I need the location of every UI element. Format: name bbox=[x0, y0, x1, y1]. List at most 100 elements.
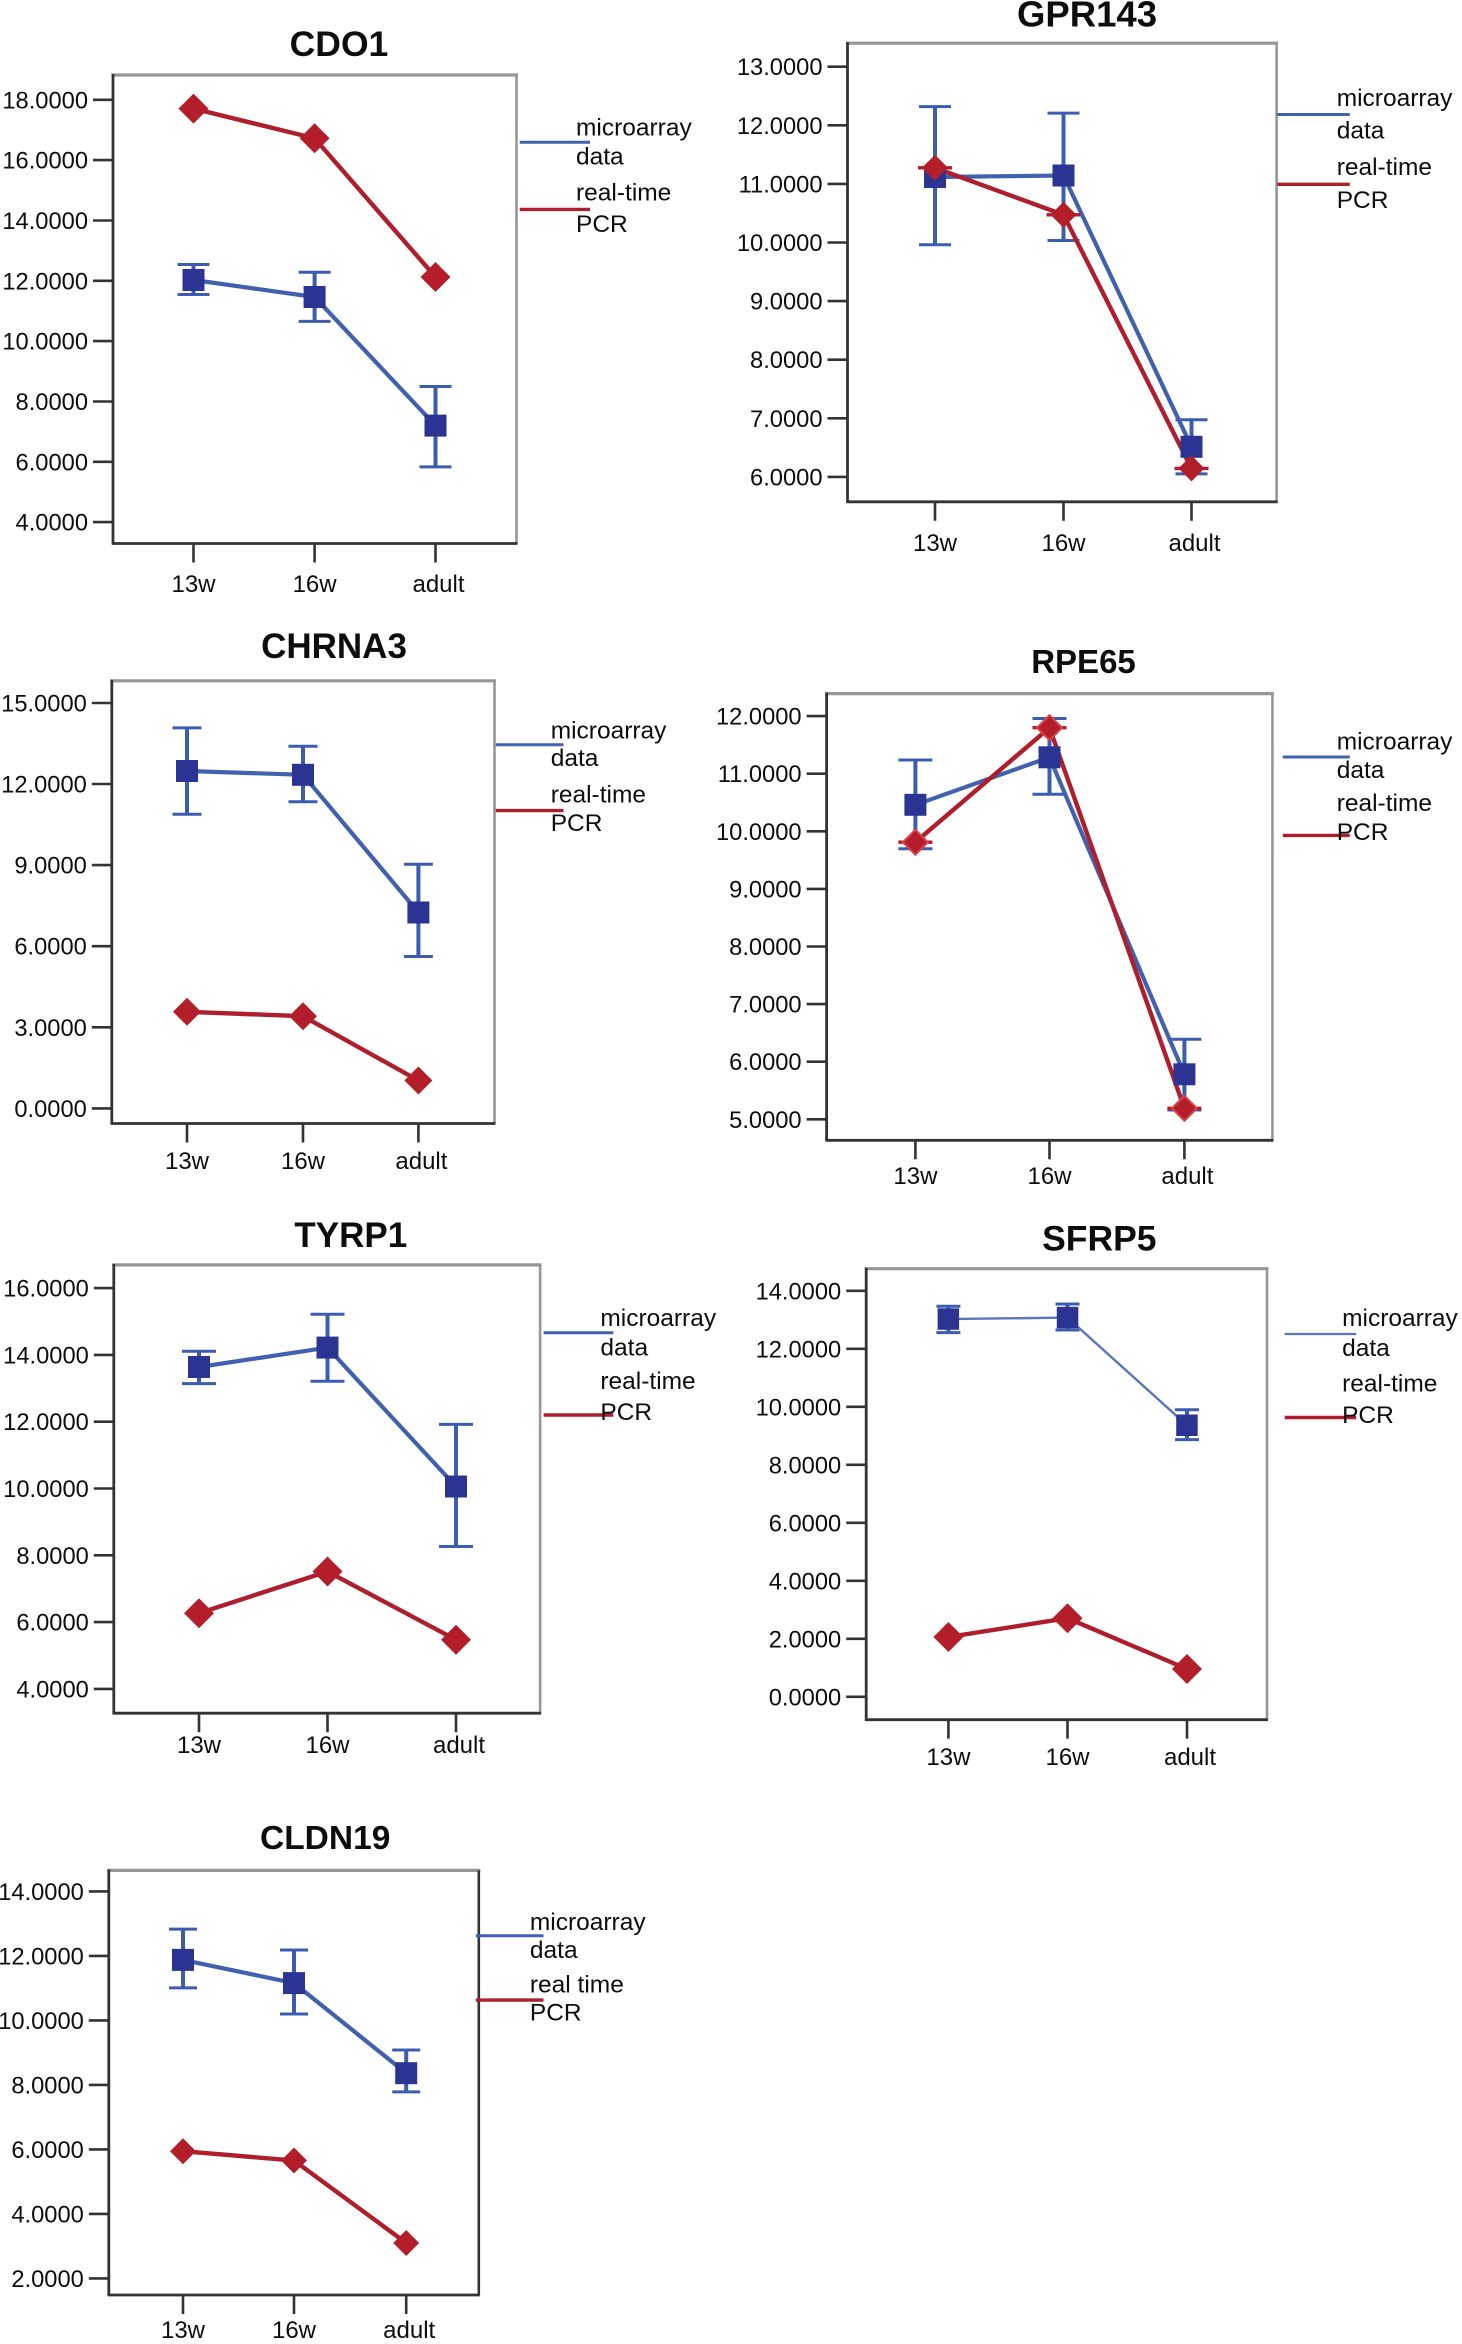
svg-text:14.0000: 14.0000 bbox=[3, 1343, 89, 1369]
svg-text:PCR: PCR bbox=[600, 1399, 652, 1426]
svg-text:real-time: real-time bbox=[551, 781, 646, 808]
svg-text:16w: 16w bbox=[1027, 1163, 1072, 1190]
svg-text:data: data bbox=[551, 745, 599, 772]
svg-text:9.0000: 9.0000 bbox=[750, 290, 822, 316]
svg-text:12.0000: 12.0000 bbox=[0, 1944, 84, 1970]
svg-text:PCR: PCR bbox=[1342, 1402, 1394, 1429]
svg-text:microarray: microarray bbox=[1342, 1305, 1458, 1332]
svg-text:13w: 13w bbox=[161, 2317, 206, 2344]
svg-text:real-time: real-time bbox=[576, 180, 671, 207]
svg-text:data: data bbox=[1337, 757, 1385, 784]
svg-text:adult: adult bbox=[433, 1732, 485, 1759]
svg-text:14.0000: 14.0000 bbox=[0, 1880, 84, 1906]
svg-text:11.0000: 11.0000 bbox=[739, 172, 823, 198]
svg-text:16.0000: 16.0000 bbox=[3, 1277, 89, 1303]
svg-text:PCR: PCR bbox=[1337, 187, 1389, 214]
svg-text:real-time: real-time bbox=[600, 1368, 695, 1395]
svg-text:data: data bbox=[600, 1334, 648, 1361]
svg-text:13w: 13w bbox=[177, 1732, 222, 1759]
svg-text:6.0000: 6.0000 bbox=[769, 1511, 841, 1537]
svg-text:8.0000: 8.0000 bbox=[16, 1544, 88, 1570]
svg-text:5.0000: 5.0000 bbox=[729, 1108, 801, 1134]
svg-text:real-time: real-time bbox=[1337, 154, 1432, 181]
svg-text:4.0000: 4.0000 bbox=[11, 2202, 83, 2228]
svg-text:8.0000: 8.0000 bbox=[16, 390, 88, 416]
svg-text:10.0000: 10.0000 bbox=[0, 2009, 84, 2035]
svg-text:6.0000: 6.0000 bbox=[16, 450, 88, 476]
svg-text:real-time: real-time bbox=[1337, 790, 1432, 817]
svg-text:6.0000: 6.0000 bbox=[11, 2138, 83, 2164]
svg-text:0.0000: 0.0000 bbox=[14, 1097, 86, 1123]
svg-text:4.0000: 4.0000 bbox=[16, 1677, 88, 1703]
svg-text:16w: 16w bbox=[281, 1148, 326, 1175]
svg-text:data: data bbox=[1342, 1335, 1390, 1362]
svg-text:CDO1: CDO1 bbox=[290, 24, 389, 64]
svg-text:16w: 16w bbox=[272, 2317, 317, 2344]
svg-text:data: data bbox=[576, 143, 624, 170]
svg-text:microarray: microarray bbox=[600, 1305, 716, 1332]
svg-text:adult: adult bbox=[395, 1148, 447, 1175]
svg-text:8.0000: 8.0000 bbox=[11, 2073, 83, 2099]
svg-text:microarray: microarray bbox=[1337, 729, 1453, 756]
svg-text:13.0000: 13.0000 bbox=[737, 55, 823, 81]
svg-text:12.0000: 12.0000 bbox=[1, 773, 87, 799]
svg-text:14.0000: 14.0000 bbox=[2, 209, 88, 235]
svg-text:0.0000: 0.0000 bbox=[769, 1685, 841, 1711]
svg-text:microarray: microarray bbox=[551, 717, 667, 744]
svg-text:data: data bbox=[530, 1937, 578, 1964]
svg-text:13w: 13w bbox=[165, 1148, 210, 1175]
svg-text:12.0000: 12.0000 bbox=[2, 269, 88, 295]
svg-text:adult: adult bbox=[383, 2317, 435, 2344]
svg-text:microarray: microarray bbox=[576, 115, 692, 142]
svg-text:7.0000: 7.0000 bbox=[750, 407, 822, 433]
svg-text:adult: adult bbox=[1161, 1163, 1213, 1190]
svg-text:8.0000: 8.0000 bbox=[750, 348, 822, 374]
svg-text:4.0000: 4.0000 bbox=[769, 1569, 841, 1595]
svg-text:13w: 13w bbox=[926, 1744, 971, 1771]
svg-text:6.0000: 6.0000 bbox=[16, 1611, 88, 1637]
svg-text:12.0000: 12.0000 bbox=[756, 1337, 842, 1363]
svg-text:data: data bbox=[1337, 118, 1385, 145]
svg-text:10.0000: 10.0000 bbox=[756, 1395, 842, 1421]
svg-text:16w: 16w bbox=[305, 1732, 350, 1759]
svg-text:real time: real time bbox=[530, 1972, 624, 1999]
svg-text:13w: 13w bbox=[171, 571, 216, 598]
svg-text:SFRP5: SFRP5 bbox=[1042, 1219, 1156, 1259]
svg-text:8.0000: 8.0000 bbox=[729, 935, 801, 961]
svg-text:13w: 13w bbox=[913, 530, 958, 557]
svg-text:16.0000: 16.0000 bbox=[2, 149, 88, 175]
svg-text:microarray: microarray bbox=[1337, 85, 1453, 112]
svg-text:12.0000: 12.0000 bbox=[716, 705, 802, 731]
svg-text:4.0000: 4.0000 bbox=[16, 511, 88, 537]
svg-text:3.0000: 3.0000 bbox=[14, 1016, 86, 1042]
svg-text:PCR: PCR bbox=[551, 810, 603, 837]
svg-text:CHRNA3: CHRNA3 bbox=[261, 627, 407, 666]
svg-text:6.0000: 6.0000 bbox=[14, 935, 86, 961]
svg-text:18.0000: 18.0000 bbox=[2, 88, 88, 114]
svg-text:adult: adult bbox=[412, 571, 464, 598]
svg-text:RPE65: RPE65 bbox=[1031, 643, 1136, 680]
svg-text:9.0000: 9.0000 bbox=[729, 877, 801, 903]
svg-text:2.0000: 2.0000 bbox=[11, 2267, 83, 2293]
svg-text:10.0000: 10.0000 bbox=[3, 1477, 89, 1503]
svg-text:11.0000: 11.0000 bbox=[718, 762, 802, 788]
svg-text:GPR143: GPR143 bbox=[1017, 0, 1157, 35]
svg-text:adult: adult bbox=[1164, 1744, 1216, 1771]
svg-text:16w: 16w bbox=[293, 571, 338, 598]
svg-text:CLDN19: CLDN19 bbox=[260, 1820, 390, 1857]
svg-text:14.0000: 14.0000 bbox=[756, 1279, 842, 1305]
svg-text:15.0000: 15.0000 bbox=[1, 692, 87, 718]
svg-text:TYRP1: TYRP1 bbox=[294, 1216, 407, 1255]
svg-text:9.0000: 9.0000 bbox=[14, 854, 86, 880]
svg-text:6.0000: 6.0000 bbox=[750, 465, 822, 491]
svg-text:microarray: microarray bbox=[530, 1909, 646, 1936]
svg-text:6.0000: 6.0000 bbox=[729, 1050, 801, 1076]
svg-text:2.0000: 2.0000 bbox=[769, 1627, 841, 1653]
svg-text:PCR: PCR bbox=[530, 1999, 582, 2026]
svg-text:12.0000: 12.0000 bbox=[3, 1410, 89, 1436]
svg-text:10.0000: 10.0000 bbox=[2, 330, 88, 356]
svg-text:PCR: PCR bbox=[576, 211, 628, 238]
svg-text:real-time: real-time bbox=[1342, 1370, 1437, 1397]
svg-text:8.0000: 8.0000 bbox=[769, 1453, 841, 1479]
svg-text:10.0000: 10.0000 bbox=[737, 231, 823, 257]
